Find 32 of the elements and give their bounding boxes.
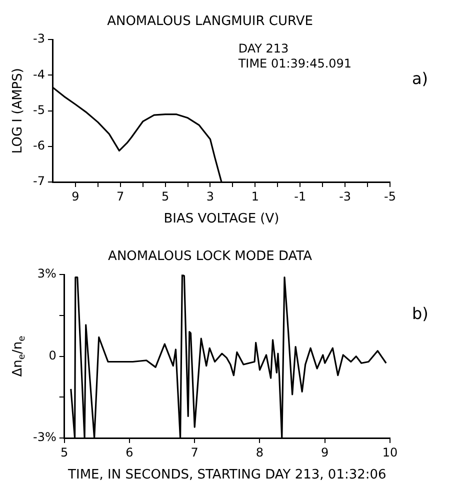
x-tick-label: 7 bbox=[116, 189, 124, 204]
x-tick-label: -3 bbox=[339, 189, 352, 204]
x-tick-label: 5 bbox=[161, 189, 170, 204]
text: b) bbox=[412, 304, 428, 323]
y-tick-label: -6 bbox=[32, 138, 45, 153]
y-tick-label: -7 bbox=[32, 174, 45, 188]
x-tick-label: -1 bbox=[294, 189, 306, 204]
y-tick-label: 0 bbox=[48, 348, 56, 362]
y-tick-label: -5 bbox=[32, 102, 45, 117]
chart-title: ANOMALOUS LOCK MODE DATA bbox=[108, 249, 312, 264]
annotation: TIME 01:39:45.091 bbox=[237, 56, 352, 71]
annotation: DAY 213 bbox=[238, 42, 289, 56]
x-tick-label: 6 bbox=[126, 445, 134, 460]
y-tick-label: -3% bbox=[32, 430, 56, 444]
x-tick-label: 9 bbox=[321, 445, 329, 460]
x-tick-label: 3 bbox=[206, 189, 214, 204]
text: a) bbox=[412, 68, 428, 88]
x-tick-label: 7 bbox=[190, 445, 198, 460]
chart-title: ANOMALOUS LANGMUIR CURVE bbox=[107, 14, 313, 30]
x-tick-label: 9 bbox=[72, 189, 80, 204]
x-tick-label: 10 bbox=[382, 445, 398, 460]
x-tick-label: 8 bbox=[256, 445, 264, 460]
x-axis-title: TIME, IN SECONDS, STARTING DAY 213, 01:32:06 bbox=[67, 468, 386, 483]
y-axis-title: Δne/ne bbox=[10, 335, 28, 377]
x-tick-label: 5 bbox=[60, 445, 68, 460]
x-tick-label: 1 bbox=[251, 189, 260, 204]
x-tick-label: -5 bbox=[384, 189, 396, 204]
y-tick-label: -3 bbox=[32, 32, 45, 46]
y-tick-label: 3% bbox=[37, 266, 56, 281]
y-tick-label: -4 bbox=[32, 67, 45, 82]
x-axis-title: BIAS VOLTAGE (V) bbox=[164, 212, 280, 227]
y-axis-title: LOG I (AMPS) bbox=[10, 68, 26, 154]
